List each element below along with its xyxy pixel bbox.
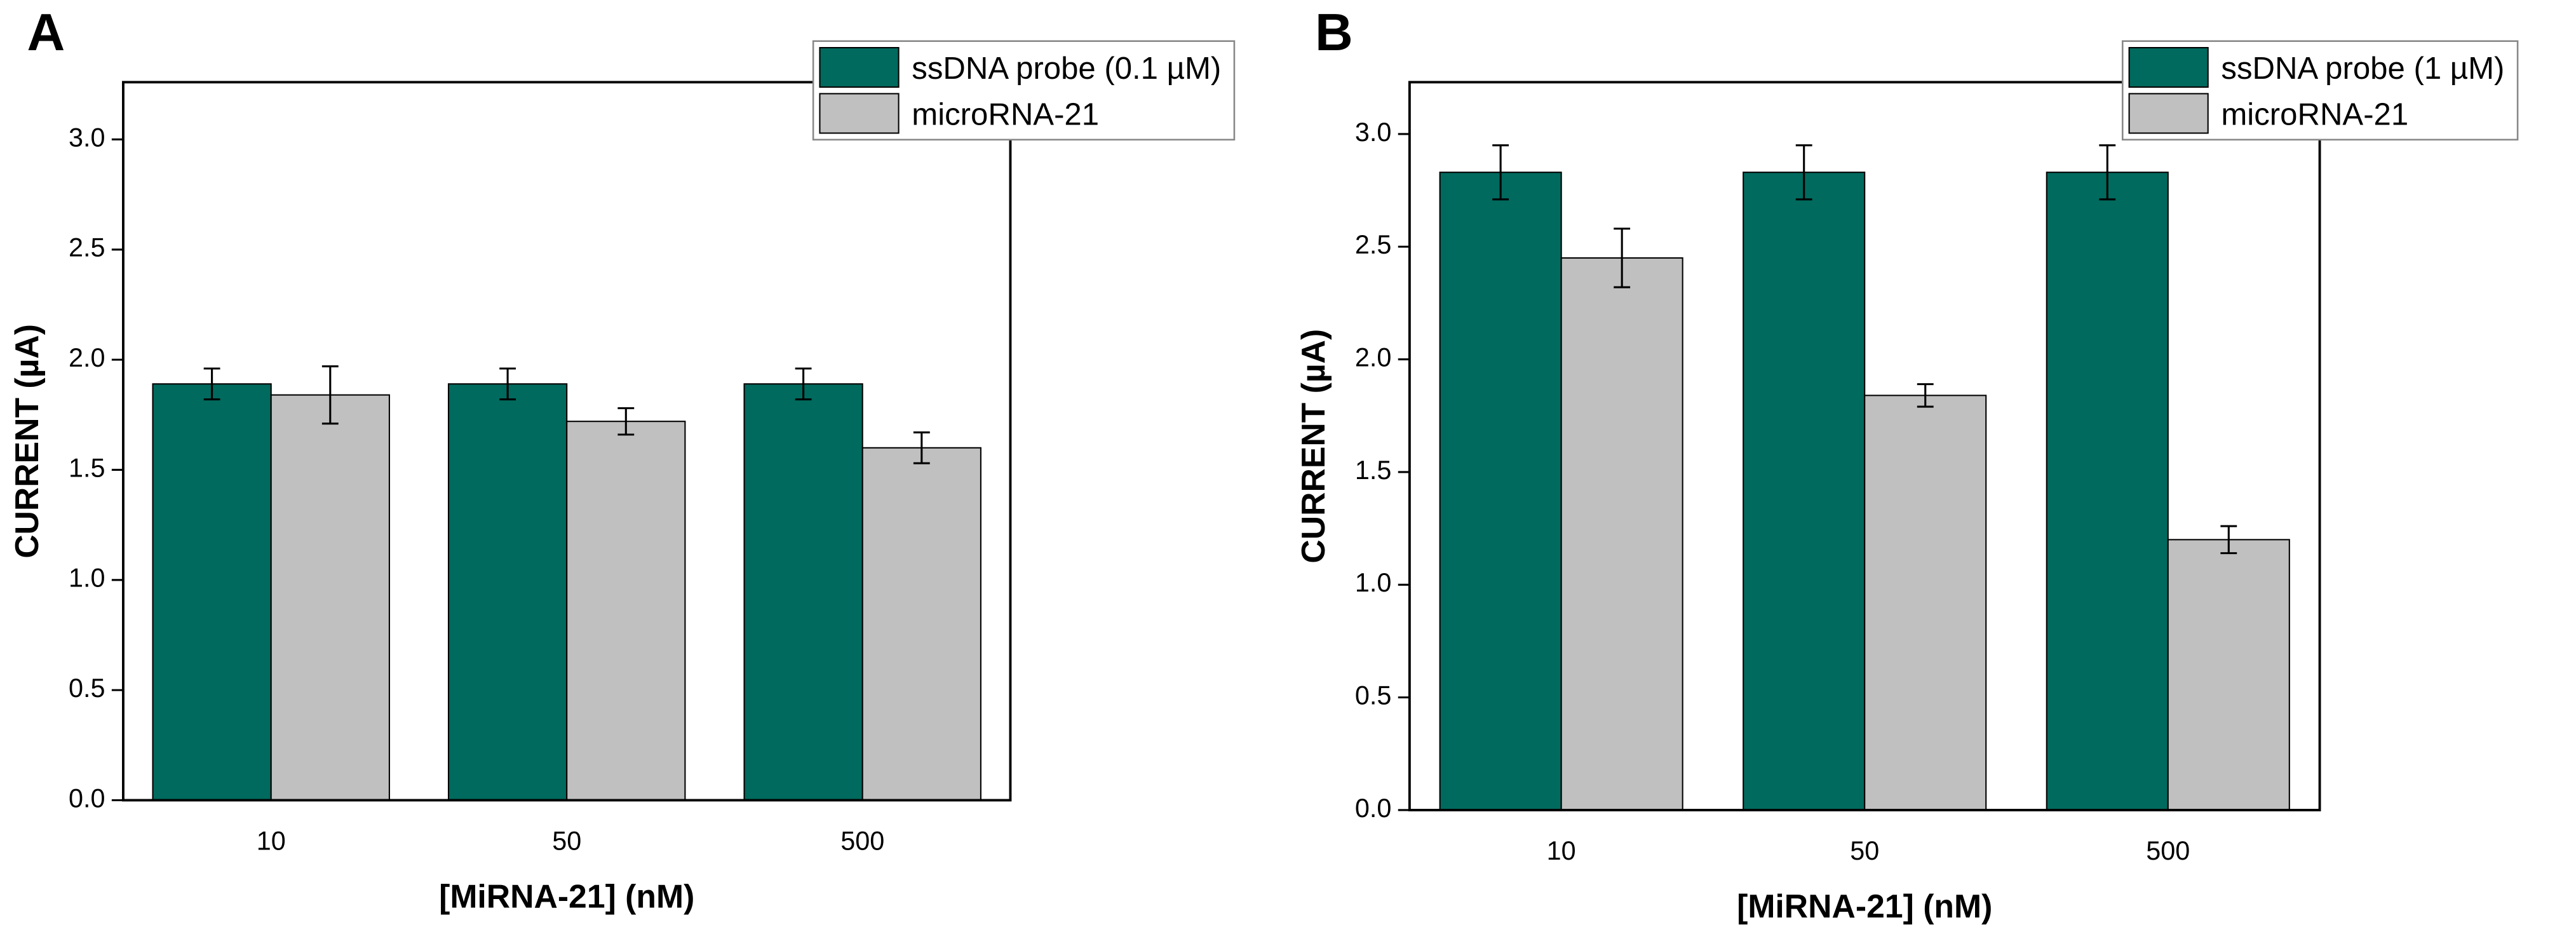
- y-tick-label: 1.0: [69, 564, 105, 593]
- plot-frame: [1408, 81, 2321, 811]
- y-tick-label: 0.0: [69, 783, 105, 813]
- panel-label: B: [1315, 3, 1353, 62]
- error-bar: [1492, 144, 1509, 201]
- bar: [1864, 395, 1987, 811]
- y-tick-label: 0.5: [1355, 681, 1391, 710]
- error-bar: [321, 365, 339, 425]
- x-tick-label: 500: [840, 827, 884, 856]
- bar: [1560, 257, 1683, 811]
- x-tick-label: 500: [2146, 836, 2190, 865]
- error-bar: [2099, 144, 2116, 201]
- error-bar: [203, 367, 220, 401]
- bar: [861, 447, 981, 801]
- x-tick-label: 10: [1547, 836, 1576, 865]
- legend-swatch: [2128, 93, 2209, 134]
- error-bar: [617, 407, 635, 436]
- x-tick-label: 50: [1850, 836, 1879, 865]
- error-bar: [913, 431, 930, 464]
- x-axis-label: [MiRNA-21] (nM): [439, 877, 694, 914]
- bar: [1743, 172, 1866, 811]
- bar: [2167, 539, 2290, 811]
- bar: [2046, 172, 2169, 811]
- error-bar: [795, 367, 812, 401]
- bar: [1439, 172, 1562, 811]
- x-tick-label: 10: [257, 827, 286, 856]
- plot-frame: [122, 81, 1012, 802]
- panel-label: A: [27, 3, 65, 62]
- bar: [566, 421, 686, 801]
- legend: ssDNA probe (1 µM) microRNA-21: [2121, 40, 2519, 141]
- y-tick-label: 2.0: [69, 343, 105, 372]
- y-tick-label: 1.0: [1355, 568, 1391, 597]
- legend-swatch: [819, 93, 900, 134]
- y-tick-label: 2.5: [69, 233, 105, 262]
- y-tick-label: 1.5: [1355, 456, 1391, 485]
- bar: [270, 394, 390, 801]
- legend-swatch: [2128, 46, 2209, 88]
- error-bar: [1795, 144, 1812, 201]
- error-bar: [1614, 227, 1631, 288]
- error-bar: [1917, 383, 1934, 408]
- y-axis-label: CURRENT (µA): [8, 324, 45, 558]
- error-bar: [2220, 525, 2237, 555]
- y-tick-label: 1.5: [69, 453, 105, 482]
- y-tick-label: 0.0: [1355, 794, 1391, 823]
- y-tick-label: 2.0: [1355, 343, 1391, 372]
- x-tick-label: 50: [552, 827, 581, 856]
- y-tick-label: 3.0: [1355, 118, 1391, 147]
- bar: [447, 383, 568, 801]
- legend-label: microRNA-21: [2221, 98, 2408, 132]
- bar: [743, 383, 863, 801]
- legend-label: ssDNA probe (0.1 µM): [912, 51, 1221, 86]
- legend: ssDNA probe (0.1 µM) microRNA-21: [812, 40, 1236, 141]
- y-tick-label: 0.5: [69, 673, 105, 703]
- bar: [152, 383, 272, 801]
- y-tick-label: 3.0: [69, 123, 105, 152]
- y-tick-label: 2.5: [1355, 230, 1391, 259]
- legend-swatch: [819, 46, 900, 88]
- y-axis-label: CURRENT (µA): [1295, 329, 1332, 564]
- error-bar: [499, 367, 516, 401]
- x-axis-label: [MiRNA-21] (nM): [1737, 888, 1992, 924]
- legend-label: microRNA-21: [912, 98, 1099, 132]
- legend-label: ssDNA probe (1 µM): [2221, 51, 2504, 86]
